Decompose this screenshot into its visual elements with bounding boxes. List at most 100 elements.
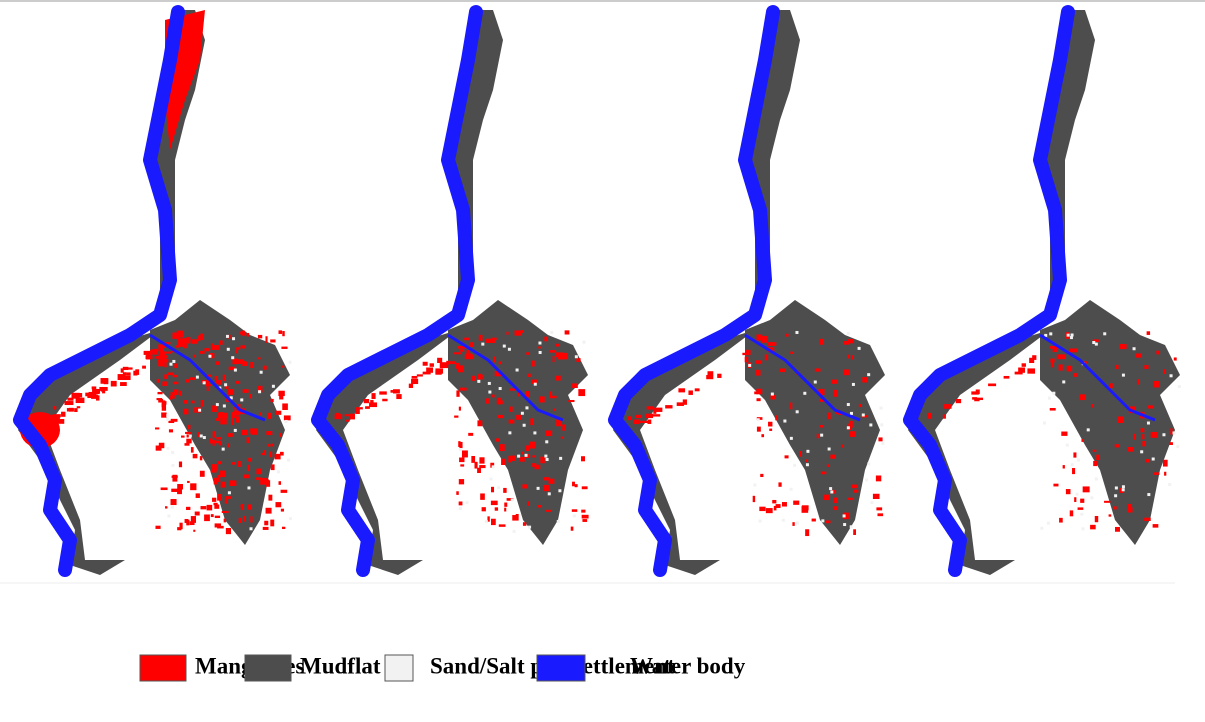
mangrove-patch — [555, 344, 560, 347]
mangrove-patch — [742, 353, 750, 355]
mangrove-patch — [409, 384, 413, 388]
mangrove-patch — [1163, 460, 1168, 467]
mangrove-patch — [225, 386, 229, 389]
mangrove-patch — [177, 484, 183, 489]
mangrove-patch — [971, 391, 979, 394]
mangrove-patch — [280, 452, 284, 456]
sand-patch — [847, 332, 850, 335]
sand-patch — [171, 506, 174, 509]
mangrove-patch — [538, 346, 540, 348]
mangrove-patch — [1153, 381, 1160, 387]
mangrove-patch — [1027, 368, 1035, 373]
sand-patch — [1173, 431, 1176, 434]
mangrove-patch — [498, 415, 504, 418]
sand-patch — [881, 442, 884, 445]
mangrove-patch — [238, 461, 241, 467]
sand-patch — [1071, 463, 1074, 466]
mangrove-patch — [335, 414, 343, 419]
mangrove-patch — [213, 440, 215, 446]
mangrove-patch — [785, 334, 788, 337]
sand-patch — [226, 335, 229, 338]
sand-patch — [1049, 332, 1052, 335]
mangrove-patch — [1074, 497, 1076, 502]
mangrove-patch — [479, 465, 485, 468]
legend-label: Mudflat — [300, 653, 381, 678]
sand-patch — [803, 392, 806, 395]
sand-patch — [829, 487, 832, 490]
sand-patch — [1066, 444, 1069, 447]
mangrove-patch — [165, 506, 167, 508]
mangrove-patch — [665, 405, 672, 408]
mangrove-patch — [281, 490, 288, 493]
mangrove-patch — [207, 384, 212, 386]
mangrove-patch — [61, 412, 65, 417]
mangrove-patch — [266, 431, 272, 435]
mangrove-patch — [532, 361, 535, 367]
mangrove-patch — [53, 406, 56, 409]
sand-patch — [459, 507, 462, 510]
mangrove-patch — [862, 377, 868, 382]
sand-patch — [850, 412, 853, 415]
sand-patch — [828, 448, 831, 451]
mangrove-patch — [568, 400, 574, 402]
mangrove-patch — [654, 408, 662, 412]
mangrove-patch — [462, 450, 468, 457]
mangrove-patch — [635, 415, 642, 418]
mangrove-patch — [212, 405, 217, 412]
sand-patch — [517, 455, 520, 458]
mangrove-patch — [1067, 366, 1072, 372]
mangrove-patch — [851, 485, 857, 489]
sand-patch — [1052, 392, 1055, 395]
mangrove-patch — [242, 331, 245, 336]
mangrove-patch — [1093, 461, 1097, 466]
mangrove-patch — [556, 376, 561, 381]
mangrove-patch — [761, 434, 764, 437]
sand-patch — [790, 488, 793, 491]
mangrove-patch — [216, 437, 221, 439]
mangrove-patch — [120, 382, 127, 386]
mangrove-patch — [634, 419, 640, 424]
mangrove-patch — [834, 498, 838, 504]
mangrove-patch — [581, 510, 585, 513]
mudflat-area — [448, 300, 588, 545]
mangrove-patch — [179, 462, 182, 468]
mangrove-patch — [1115, 527, 1120, 532]
mangrove-patch — [546, 510, 552, 512]
mangrove-patch — [843, 341, 849, 345]
mangrove-patch — [1063, 465, 1065, 468]
mangrove-patch — [275, 411, 281, 415]
mangrove-patch — [266, 508, 272, 514]
mangrove-patch — [1004, 376, 1010, 379]
mangrove-patch — [193, 530, 195, 532]
mangrove-patch — [495, 438, 499, 441]
sand-patch — [465, 501, 468, 504]
sand-patch — [170, 363, 173, 366]
sand-patch — [523, 424, 526, 427]
mangrove-patch — [215, 516, 220, 518]
sand-patch — [488, 382, 491, 385]
mangrove-patch — [161, 412, 166, 417]
mangrove-patch — [250, 516, 252, 522]
sand-patch — [1133, 347, 1136, 350]
mangrove-patch — [988, 383, 996, 386]
mangrove-patch — [539, 396, 545, 402]
legend-swatch — [245, 655, 291, 681]
mangrove-patch — [523, 522, 526, 526]
mangrove-patch — [248, 504, 252, 509]
mangrove-patch — [231, 418, 233, 425]
sand-patch — [513, 530, 516, 533]
mangrove-patch — [200, 334, 203, 340]
sand-patch — [847, 426, 850, 429]
mangrove-patch — [527, 501, 529, 506]
mangrove-patch — [435, 371, 441, 375]
mangrove-patch — [1164, 472, 1166, 476]
mangrove-patch — [411, 379, 418, 384]
mangrove-patch — [243, 516, 246, 522]
mangrove-patch — [264, 521, 268, 526]
sand-patch — [490, 478, 493, 481]
mangrove-patch — [214, 441, 221, 444]
sand-patch — [759, 519, 762, 522]
mangrove-patch — [766, 508, 773, 513]
mangrove-patch — [1156, 351, 1160, 355]
sand-patch — [537, 487, 540, 490]
